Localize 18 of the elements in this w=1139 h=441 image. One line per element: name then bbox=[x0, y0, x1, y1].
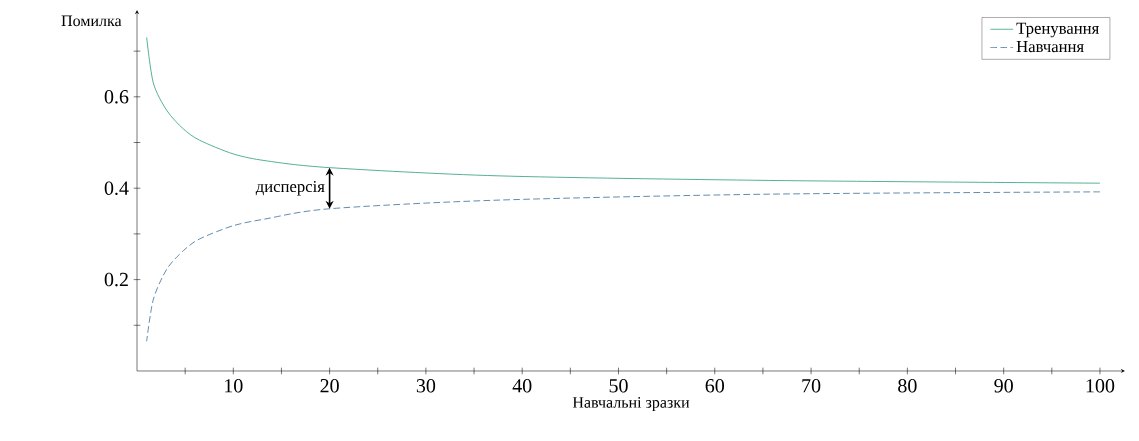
x-tick-label: 100 bbox=[1086, 379, 1115, 393]
x-tick-label: 30 bbox=[416, 379, 436, 393]
legend-label: Навчання bbox=[1016, 41, 1084, 53]
x-tick-label: 10 bbox=[225, 379, 243, 393]
x-tick-label: 20 bbox=[320, 379, 339, 393]
y-tick-label: 0.2 bbox=[104, 272, 128, 287]
y-tick-label: 0.6 bbox=[104, 90, 129, 104]
x-tick-label: 90 bbox=[994, 379, 1013, 393]
legend-label: Тренування bbox=[1016, 22, 1099, 38]
x-axis-title: Навчальні зразки bbox=[572, 397, 690, 412]
x-tick-label: 40 bbox=[512, 379, 532, 393]
x-tick-label: 50 bbox=[609, 379, 628, 393]
y-tick-label: 0.4 bbox=[104, 181, 129, 196]
y-axis-title: Помилка bbox=[61, 15, 122, 27]
x-tick-label: 80 bbox=[898, 379, 917, 393]
x-tick-label: 60 bbox=[705, 379, 725, 393]
annotation: дисперсія bbox=[255, 180, 325, 196]
x-tick-label: 70 bbox=[802, 379, 821, 393]
